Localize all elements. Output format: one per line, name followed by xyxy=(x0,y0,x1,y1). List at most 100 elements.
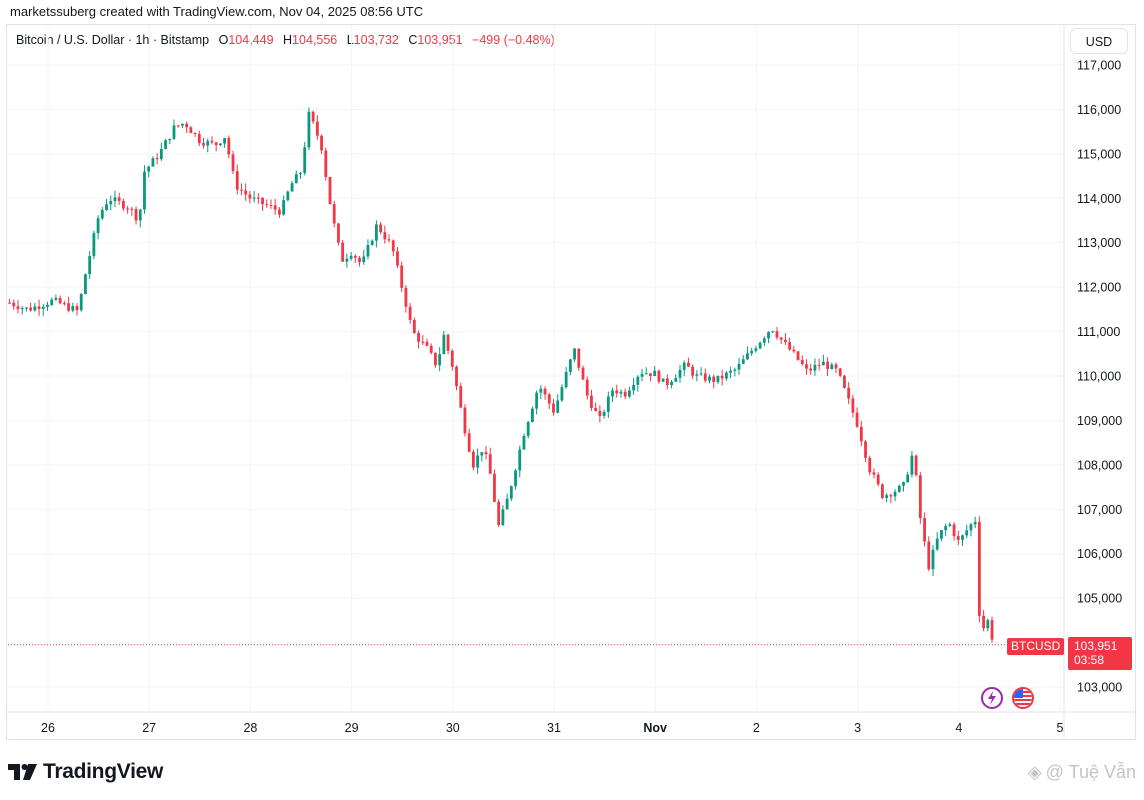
candle-down xyxy=(412,320,416,334)
candle-up xyxy=(105,204,108,210)
candle-up xyxy=(252,197,256,199)
candle-up xyxy=(362,256,366,263)
candle-up xyxy=(813,364,817,371)
candle-down xyxy=(29,307,33,311)
candle-up xyxy=(509,486,513,499)
candle-down xyxy=(918,475,922,519)
candle-down xyxy=(434,352,437,366)
tradingview-logo-icon xyxy=(8,764,37,780)
candle-down xyxy=(256,197,260,199)
candle-down xyxy=(429,345,433,353)
candle-up xyxy=(25,307,28,309)
candle-up xyxy=(46,304,49,307)
candle-up xyxy=(678,369,682,378)
candle-down xyxy=(155,158,159,160)
open-label: O xyxy=(218,33,229,47)
candle-up xyxy=(539,388,543,393)
candle-up xyxy=(716,375,720,382)
x-tick-label: Nov xyxy=(643,721,667,735)
x-tick-label: 30 xyxy=(446,721,460,735)
x-tick-label: 3 xyxy=(854,721,861,735)
candle-up xyxy=(113,197,117,202)
candle-up xyxy=(54,297,58,300)
candle-up xyxy=(741,359,745,364)
watermark: ◈ @ Tuệ Vẫn xyxy=(1028,762,1136,783)
candle-up xyxy=(893,491,897,497)
candle-up xyxy=(758,342,762,349)
x-tick-label: 31 xyxy=(547,721,561,735)
y-tick-label: 117,000 xyxy=(1077,59,1121,73)
candle-down xyxy=(193,132,197,135)
y-tick-label: 113,000 xyxy=(1077,236,1121,250)
candle-down xyxy=(590,395,593,408)
candle-down xyxy=(497,501,501,525)
candle-down xyxy=(847,387,851,399)
candle-down xyxy=(720,375,724,379)
candle-down xyxy=(189,127,193,133)
lightning-icon[interactable] xyxy=(981,687,1003,709)
candle-down xyxy=(543,388,547,395)
bar-countdown: 03:58 xyxy=(1074,653,1105,667)
candle-up xyxy=(708,376,711,381)
tradingview-logo[interactable]: TradingView xyxy=(8,760,163,784)
high-value: 104,556 xyxy=(292,33,338,47)
y-tick-label: 112,000 xyxy=(1077,281,1121,295)
candle-down xyxy=(809,368,813,371)
candle-up xyxy=(885,495,889,498)
candle-up xyxy=(771,331,775,333)
watermark-text: @ Tuệ Vẫn xyxy=(1045,762,1136,782)
x-tick-label: 26 xyxy=(41,721,55,735)
candle-down xyxy=(488,454,492,474)
candle-down xyxy=(914,455,918,476)
candle-down xyxy=(126,208,130,210)
candle-down xyxy=(594,407,598,411)
candle-up xyxy=(345,258,349,262)
candle-up xyxy=(619,391,623,394)
candle-down xyxy=(779,337,783,340)
open-value: 104,449 xyxy=(228,33,274,47)
candle-up xyxy=(505,498,509,510)
x-tick-label: 29 xyxy=(345,721,359,735)
candle-up xyxy=(632,384,636,391)
candle-down xyxy=(598,410,602,416)
y-tick-label: 111,000 xyxy=(1077,325,1120,339)
candle-down xyxy=(421,341,425,343)
candle-up xyxy=(79,293,83,311)
currency-button[interactable]: USD xyxy=(1070,28,1128,54)
candle-up xyxy=(223,138,226,144)
candle-down xyxy=(244,190,248,195)
diamond-icon: ◈ xyxy=(1027,762,1042,782)
candle-up xyxy=(940,530,943,539)
candle-up xyxy=(724,372,728,379)
candle-down xyxy=(876,474,880,485)
candle-down xyxy=(615,390,619,394)
candle-up xyxy=(159,149,163,160)
candle-down xyxy=(868,457,872,473)
candle-down xyxy=(851,398,855,413)
candle-down xyxy=(8,302,11,304)
candle-down xyxy=(817,364,821,366)
ohlc-legend: Bitcoin / U.S. Dollar · 1h · Bitstamp O1… xyxy=(16,33,555,47)
candle-up xyxy=(944,525,948,531)
candle-up xyxy=(568,359,572,372)
candle-up xyxy=(931,549,935,570)
candle-up xyxy=(729,370,732,373)
close-value: 103,951 xyxy=(417,33,463,47)
low-label: L xyxy=(346,33,354,47)
candle-down xyxy=(838,368,842,376)
candle-up xyxy=(526,421,530,436)
candle-up xyxy=(164,140,167,150)
candle-up xyxy=(109,201,113,205)
candle-up xyxy=(754,348,758,351)
candle-down xyxy=(391,240,395,252)
candle-down xyxy=(843,375,846,388)
candle-down xyxy=(265,204,269,206)
candle-up xyxy=(682,362,686,370)
x-tick-label: 27 xyxy=(142,721,156,735)
candle-down xyxy=(796,351,800,360)
candle-up xyxy=(606,396,610,412)
us-flag-icon[interactable] xyxy=(1012,687,1034,709)
candle-down xyxy=(404,287,408,307)
candle-up xyxy=(307,111,311,148)
high-label: H xyxy=(283,33,293,47)
